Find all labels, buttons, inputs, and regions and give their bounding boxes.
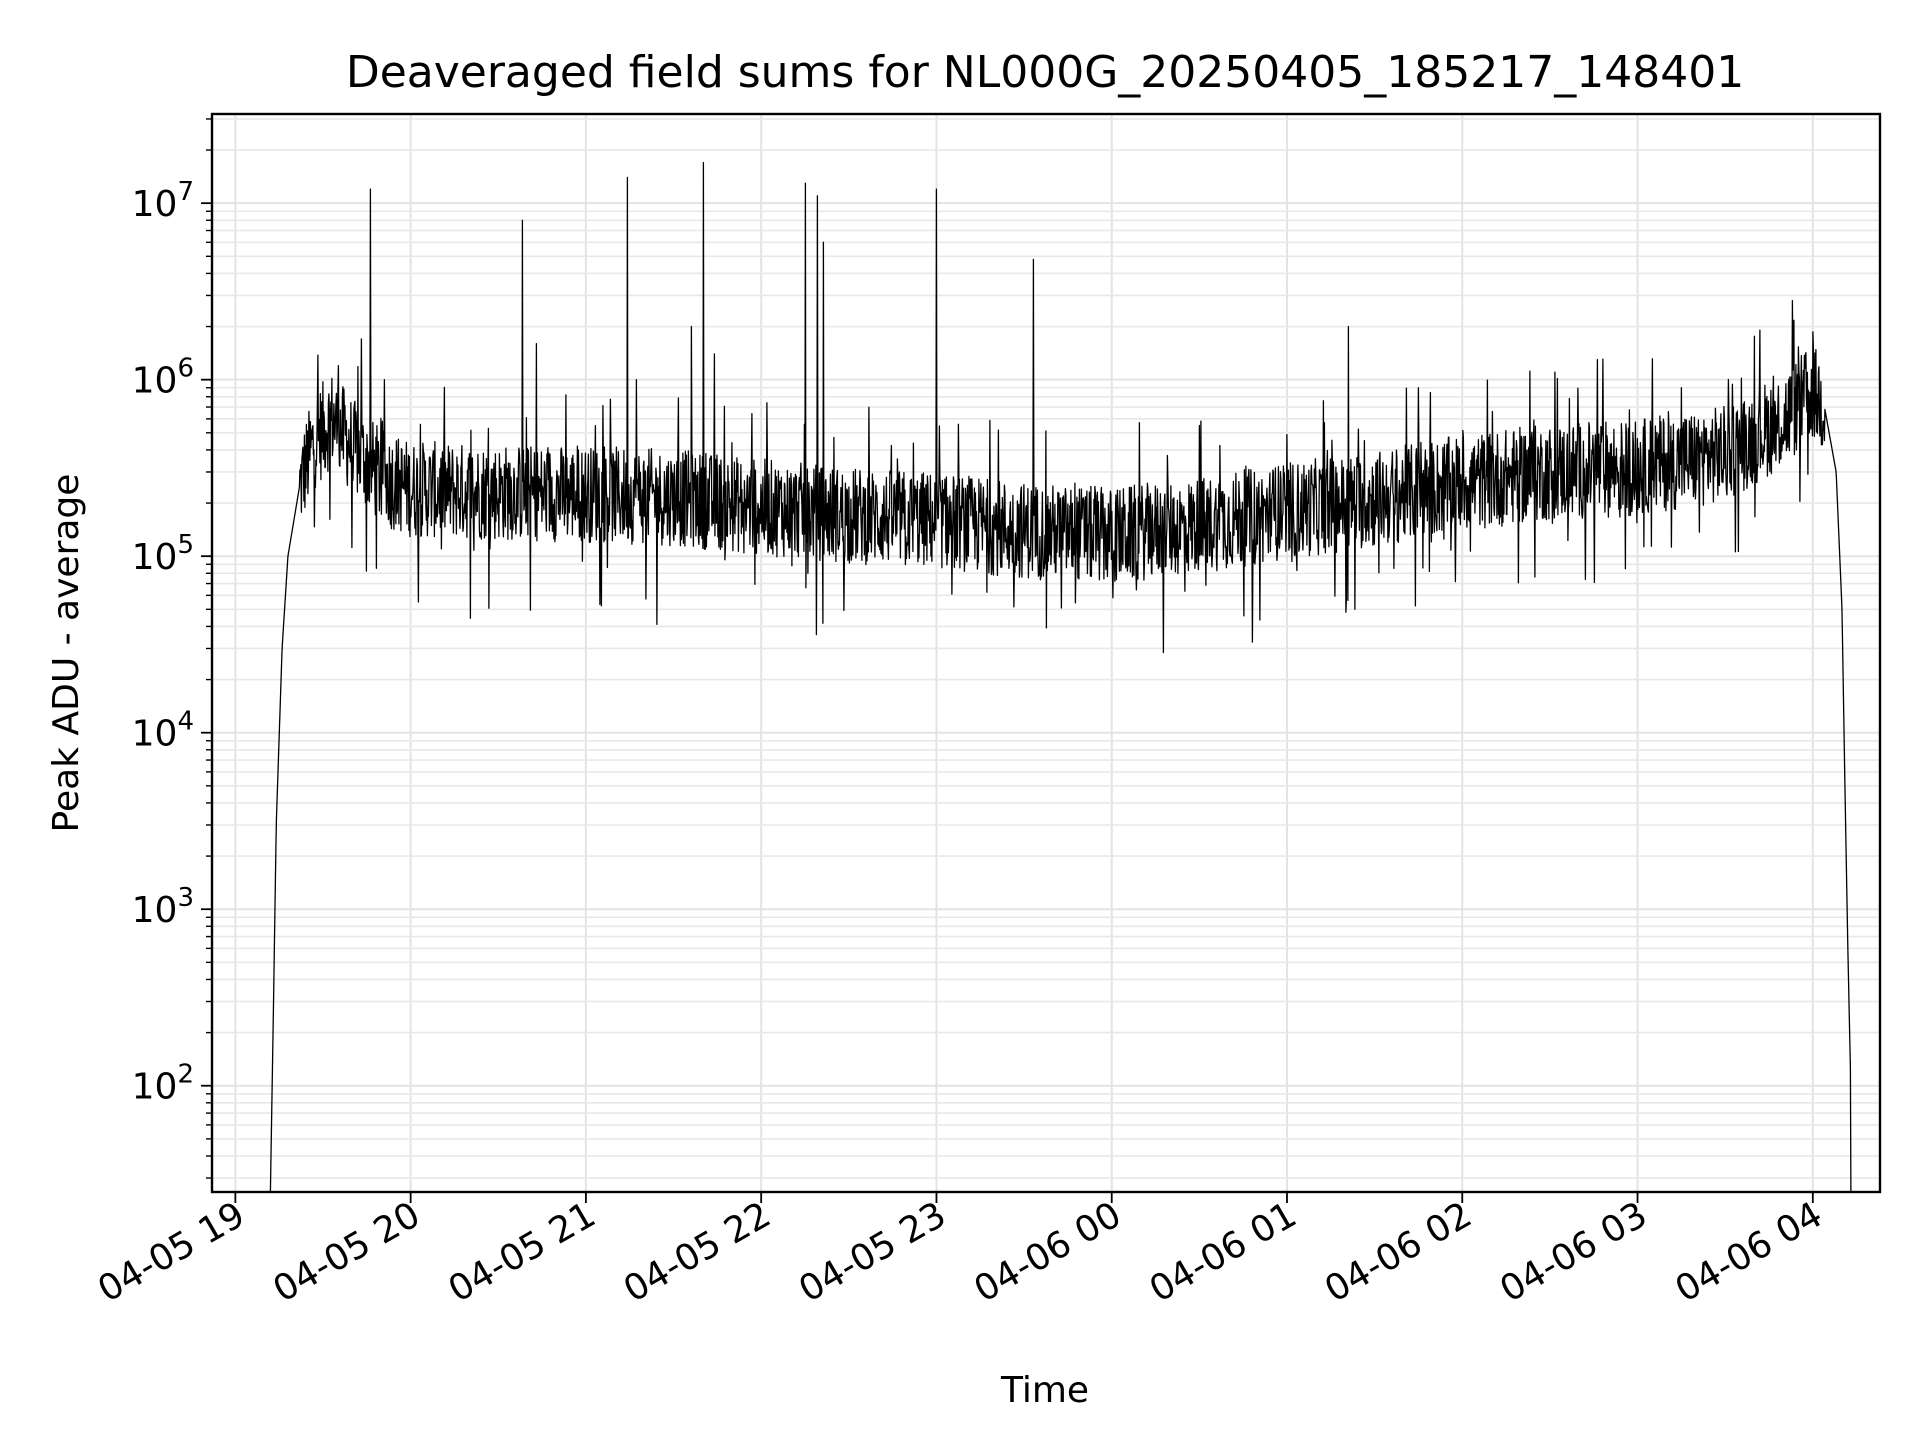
y-tick-exponent: 3	[177, 883, 194, 913]
x-tick-label: 04-06 00	[968, 1194, 1129, 1310]
x-tick-label: 04-06 01	[1143, 1194, 1304, 1310]
y-tick-exponent: 5	[177, 530, 194, 560]
x-tick-label: 04-06 03	[1493, 1194, 1654, 1310]
y-tick-base: 10	[132, 361, 178, 402]
y-tick-exponent: 2	[177, 1060, 194, 1090]
grid	[212, 114, 1880, 1192]
x-tick-label: 04-05 20	[266, 1194, 427, 1310]
plot-frame	[210, 112, 1882, 1194]
y-tick-label: 105	[132, 530, 194, 578]
chart-title: Deaveraged field sums for NL000G_2025040…	[346, 47, 1744, 98]
y-tick-label: 102	[132, 1060, 194, 1108]
y-axis-label: Peak ADU - average	[46, 474, 87, 833]
x-axis-label: Time	[1000, 1370, 1089, 1411]
x-tick-label: 04-05 23	[792, 1194, 953, 1310]
x-tick-label: 04-06 02	[1318, 1194, 1479, 1310]
y-tick-base: 10	[132, 1067, 178, 1108]
y-tick-label: 106	[132, 354, 194, 402]
y-tick-base: 10	[132, 184, 178, 225]
series-line	[269, 161, 1852, 1193]
y-tick-base: 10	[132, 714, 178, 755]
y-tick-label: 107	[132, 177, 194, 225]
y-tick-exponent: 4	[177, 707, 194, 737]
y-tick-label: 104	[132, 707, 194, 755]
x-tick-labels: 04-05 19 04-05 20 04-05 21 04-05 22 04-05 23…	[91, 1194, 1829, 1310]
x-tick-label: 04-05 22	[617, 1194, 778, 1310]
y-tick-exponent: 6	[177, 354, 194, 384]
y-tick-base: 10	[132, 537, 178, 578]
x-tick-label: 04-06 04	[1669, 1194, 1830, 1310]
axis-ticks	[201, 118, 1814, 1203]
y-tick-exponent: 7	[177, 177, 194, 207]
x-tick-label: 04-05 21	[442, 1194, 603, 1310]
y-tick-base: 10	[132, 890, 178, 931]
y-tick-label: 103	[132, 883, 194, 931]
x-tick-label: 04-05 19	[91, 1194, 252, 1310]
series-layer	[269, 161, 1852, 1193]
